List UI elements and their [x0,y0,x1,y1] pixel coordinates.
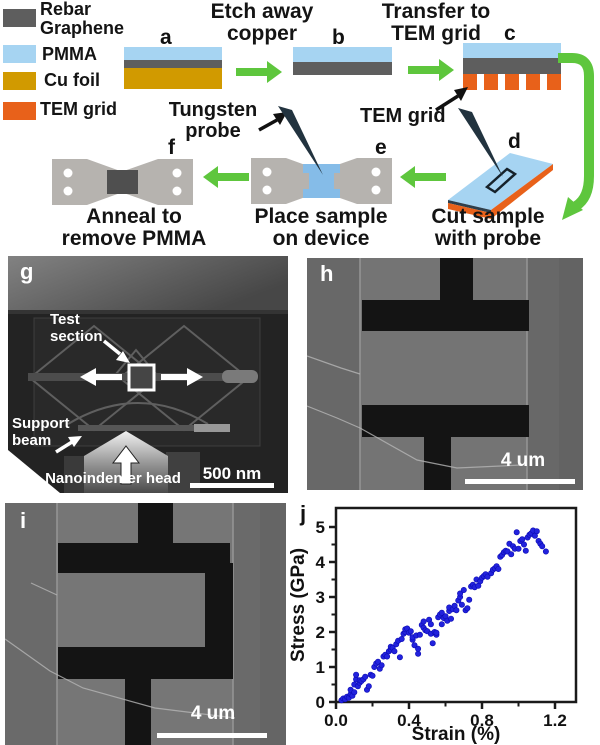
panel-letter-j: j [300,501,307,526]
support-beam-shape [78,425,230,431]
tem-grid-note: TEM grid [360,105,446,127]
strain-direction-arrows [80,368,203,386]
svg-text:0: 0 [316,693,325,712]
scale-bar [157,733,267,738]
crack-lines [306,355,523,469]
sem-panel-i: i 4 um [4,503,286,745]
test-section-box [127,363,156,392]
panel-letter-h: h [320,261,334,286]
pmma-sample [303,164,340,198]
scale-label-i: 4 um [190,703,236,724]
sem-image-g [8,256,288,493]
legend-label-pmma: PMMA [42,44,97,64]
legend-swatch-pmma [3,45,36,63]
arrow-left-icon [400,166,446,188]
step-etch-label: Etch away copper [210,0,314,46]
panel-letter-e: e [375,136,387,159]
svg-text:0.0: 0.0 [324,711,348,730]
sem-panel-h: h 4 um [306,258,583,490]
layer-pmma [124,47,222,60]
cut-outline [484,167,518,194]
legend-label-graphene: Rebar Graphene [40,0,125,38]
layer-graphene [124,60,222,68]
legend-swatch-cu [3,72,36,90]
panel-letter-i: i [20,508,27,533]
svg-text:2: 2 [316,623,325,642]
legend-label-tem: TEM grid [40,99,117,119]
svg-text:1: 1 [316,658,325,677]
svg-text:1.2: 1.2 [543,711,567,730]
device-e [251,158,392,204]
y-axis-title: Stress (GPa) [290,548,309,662]
tungsten-probe-icon [278,106,323,175]
support-beam-label: Support beam [12,415,70,449]
arrow-right-icon [408,59,454,81]
panel-letter-d: d [508,130,521,153]
arrow-curved-down-icon [558,53,594,220]
support-beam-arrow [55,440,73,454]
sem-image-h [306,258,583,490]
test-section-arrow [102,339,122,356]
tem-grid-teeth [463,74,561,90]
step-transfer-label: Transfer to TEM grid [381,0,491,46]
svg-text:3: 3 [316,588,325,607]
arrow-up-right-icon [435,87,468,112]
layer-pmma [463,43,561,58]
arrow-left-icon [203,166,249,188]
step-cut-label: Cut sample with probe [431,205,545,251]
svg-text:5: 5 [316,518,325,537]
x-axis-title: Strain (%) [412,724,501,745]
scale-label-h: 4 um [500,450,546,471]
legend-swatch-tem [3,102,36,120]
step-place-label: Place sample on device [254,205,388,251]
tungsten-probe-note: Tungsten probe [168,99,258,142]
layer-graphene [293,62,392,75]
arrow-right-icon [236,61,282,83]
sample-stack-b [293,47,392,75]
scatter-chart: Stress (GPa) Strain (%) 0.0 0.4 0.8 1.2 0 1 2 3… [288,506,578,745]
layer-cu-foil [124,68,222,89]
svg-text:0.8: 0.8 [470,711,494,730]
suspended-sample-shape [362,258,529,490]
up-arrow-icon [111,445,141,485]
fractured-sample-shape [58,503,233,745]
sample-slab-d [448,153,553,219]
svg-text:0.4: 0.4 [397,711,421,730]
sem-panel-g: g Test section Support beam Nanoindenter… [8,256,288,493]
panel-letter-c: c [504,22,516,45]
panel-letter-g: g [20,259,34,284]
schematic: Rebar Graphene PMMA Cu foil TEM grid Etc… [0,0,600,252]
layer-graphene [463,58,561,74]
test-section-label: Test section [50,311,103,345]
legend-label-cu: Cu foil [44,70,100,90]
device-f [52,159,193,205]
scale-label-g: 500 nm [202,464,262,483]
scale-bar [190,483,274,488]
panel-letter-a: a [160,26,172,49]
legend-swatch-graphene [3,9,36,27]
sample-stack-a [124,47,222,89]
stress-strain-plot: Stress (GPa) Strain (%) 0.0 0.4 0.8 1.2 0 1 2 3… [288,495,600,745]
panel-letter-b: b [332,26,345,49]
sem-image-i [4,503,286,745]
nanoindenter-head-label: Nanoindenter head [45,470,181,487]
crack-lines [4,582,236,719]
scale-bar [465,479,575,484]
panel-letter-f: f [168,136,175,159]
svg-text:4: 4 [316,553,326,572]
arrow-up-right-icon [258,112,287,132]
step-anneal-label: Anneal to remove PMMA [61,205,207,251]
tungsten-probe-icon [458,108,503,177]
annealed-sample [107,170,138,194]
sample-stack-c [463,43,561,90]
layer-pmma [293,47,392,62]
